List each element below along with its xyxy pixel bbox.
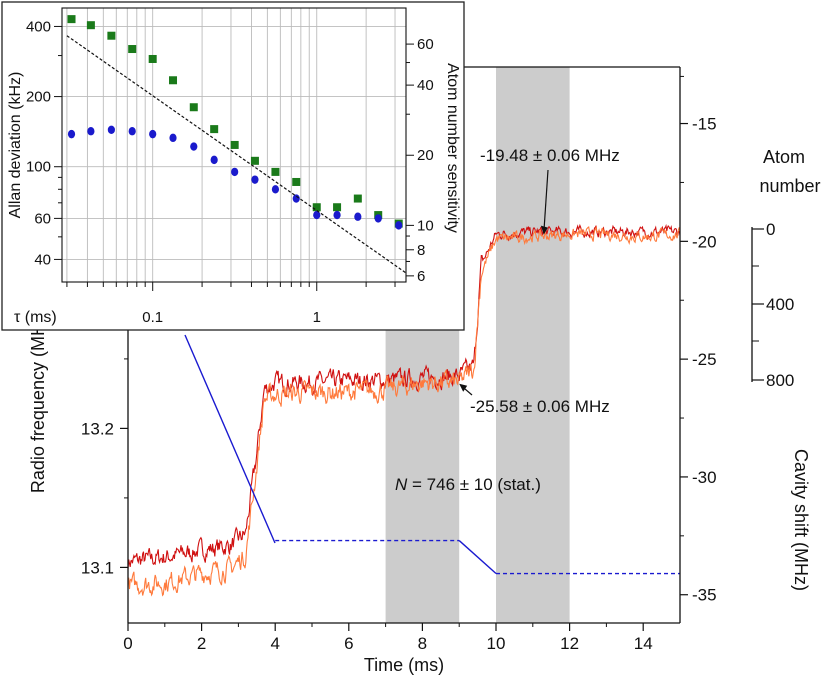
inset-y2-tick-label: 20 (417, 147, 434, 164)
inset-green-point (86, 21, 95, 30)
inset-green-point (148, 54, 157, 63)
y3-axis-title-line2: number (759, 176, 820, 196)
inset-chart: 0.1 1 τ (ms) 40 60 100 200 400 Allan deviation (… (1, 1, 465, 331)
annotation-initial-arrowhead (459, 383, 468, 392)
y-tick-label: 13.2 (81, 419, 114, 438)
main-annotations: -19.48 ± 0.06 MHz -25.58 ± 0.06 MHz N = 74… (395, 146, 620, 494)
y2-tick-label: -25 (692, 350, 717, 369)
inset-y2-tick-label: 6 (417, 268, 425, 285)
y2-tick-label: -30 (692, 468, 717, 487)
shaded-interval-1 (496, 67, 570, 623)
frequency-trace-1 (127, 225, 681, 597)
inset-blue-point (210, 155, 218, 165)
annotation-atom-number: N = 746 ± 10 (stat.) (395, 475, 541, 494)
inset-blue-point (374, 214, 382, 223)
y2-tick-label: -35 (692, 586, 717, 605)
annotation-final-shift: -19.48 ± 0.06 MHz (480, 146, 620, 165)
inset-y-tick-label: 60 (34, 210, 51, 227)
inset-blue-point (87, 127, 95, 136)
inset-blue-point (169, 133, 177, 143)
inset-blue-point (292, 194, 300, 203)
inset-green-point (169, 76, 178, 85)
inset-y2-tick-label: 8 (417, 242, 425, 259)
main-series-layer (127, 223, 681, 597)
inset-y-tick-label: 40 (34, 251, 51, 268)
inset-green-point (107, 31, 116, 40)
inset-green-point (353, 194, 362, 203)
inset-blue-point (67, 129, 76, 139)
inset-fit-line (66, 35, 407, 274)
inset-blue-point (149, 129, 157, 139)
inset-y2-tick-label: 10 (417, 217, 434, 234)
annotation-final-arrowhead (540, 225, 548, 235)
inset-green-point (189, 103, 198, 112)
y-tick-label: 13.1 (81, 558, 114, 577)
inset-y-tick-label: 200 (26, 89, 51, 106)
inset-blue-point (313, 210, 321, 220)
annotation-atom-number-symbol: N (395, 475, 408, 494)
annotation-initial-shift: -25.58 ± 0.06 MHz (470, 397, 610, 416)
inset-blue-point (128, 127, 136, 136)
inset-green-point (333, 203, 342, 212)
x-tick-label: 0 (123, 634, 132, 653)
inset-blue-point (231, 167, 239, 177)
x-tick-label: 2 (197, 634, 206, 653)
inset-frame (1, 1, 465, 331)
annotation-atom-number-value: = 746 ± 10 (stat.) (407, 475, 541, 494)
annotation-final-arrow (543, 169, 549, 233)
x-tick-label: 14 (634, 634, 653, 653)
inset-y2-axis-title: Atom number sensitivity (444, 63, 461, 233)
inset-blue-point (190, 142, 198, 151)
inset-green-point (292, 177, 301, 186)
inset-green-point (210, 125, 219, 134)
y3-tick-label: 400 (766, 295, 794, 314)
x-tick-label: 4 (270, 634, 279, 653)
y2-tick-label: -15 (692, 115, 717, 134)
inset-green-point (128, 45, 137, 54)
y3-tick-label: 0 (766, 220, 775, 239)
inset-axes: 0.1 1 τ (ms) 40 60 100 200 400 Allan deviation (… (7, 18, 461, 326)
x-tick-label: 8 (418, 634, 427, 653)
y2-axis-title: Cavity shift (MHz) (791, 449, 811, 591)
inset-blue-point (271, 185, 280, 194)
inset-blue-point (354, 212, 362, 221)
inset-plot-frame (61, 7, 407, 283)
inset-blue-point (107, 125, 115, 135)
x-tick-label: 6 (344, 634, 353, 653)
atom-number-segment-1 (458, 540, 497, 575)
x-tick-label: 12 (560, 634, 579, 653)
inset-blue-point (251, 175, 259, 184)
inset-blue-point (333, 210, 341, 220)
inset-y2-tick-label: 60 (417, 36, 434, 53)
inset-x-tick-label: 1 (313, 309, 321, 326)
inset-y2-tick-label: 40 (417, 77, 434, 94)
frequency-trace-0 (127, 223, 681, 570)
inset-blue-point (395, 221, 403, 230)
y3-axis-title-line1: Atom (763, 147, 805, 167)
y3-tick-label: 800 (766, 371, 794, 390)
inset-y-tick-label: 400 (26, 18, 51, 35)
inset-green-point (271, 167, 280, 176)
inset-series-layer (66, 15, 407, 274)
inset-green-point (250, 156, 259, 165)
inset-x-axis-title: τ (ms) (14, 309, 57, 326)
inset-x-tick-label: 0.1 (142, 309, 163, 326)
inset-connector-line (184, 334, 276, 544)
y-axis-title: Radio frequency (MHz) (28, 308, 48, 493)
inset-green-point (312, 203, 321, 212)
x-tick-label: 10 (487, 634, 506, 653)
y2-tick-label: -20 (692, 232, 717, 251)
inset-green-point (230, 140, 239, 149)
inset-y-tick-label: 100 (26, 159, 51, 176)
inset-y-axis-title: Allan deviation (kHz) (7, 72, 24, 219)
inset-grid (61, 7, 407, 283)
inset-green-point (67, 15, 76, 24)
x-axis-title: Time (ms) (364, 655, 444, 675)
